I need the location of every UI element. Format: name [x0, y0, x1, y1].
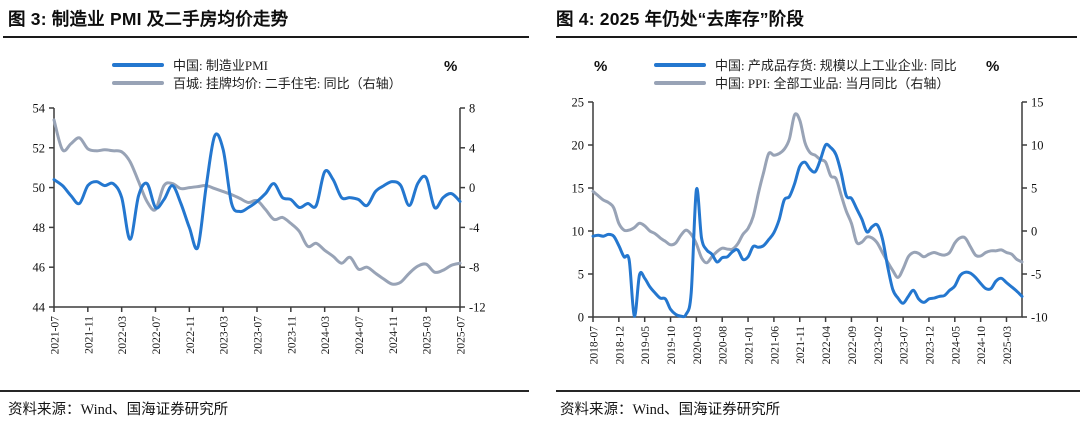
x-axis-tick-label: 2019-10: [666, 326, 678, 365]
x-axis-tick-label: 2025-03: [422, 316, 434, 355]
right-axis-tick-label: -8: [469, 261, 479, 275]
figure-3-title: 图 3: 制造业 PMI 及二手房均价走势: [8, 9, 289, 29]
legend-label: 中国: 制造业PMI: [173, 58, 268, 73]
figure-4-section: 图 4: 2025 年仍处“去库存”阶段 0 5 10 15 20 25 -10 -5 0 5 10…: [540, 0, 1080, 429]
axis-frame: [53, 108, 461, 308]
x-axis-tick-label: 2023-07: [253, 316, 265, 355]
x-axis-tick-label: 2025-07: [456, 316, 468, 355]
figure-3-legend: 中国: 制造业PMI 百城: 挂牌均价: 二手住宅: 同比（右轴）: [112, 56, 402, 91]
legend-label: 中国: 产成品存货: 规模以上工业企业: 同比: [715, 58, 957, 73]
housing-price-line-swatch: [112, 80, 164, 85]
x-axis-tick-label: 2022-09: [847, 326, 859, 365]
legend-label: 百城: 挂牌均价: 二手住宅: 同比（右轴）: [173, 76, 402, 91]
figure-3-section: 图 3: 制造业 PMI 及二手房均价走势 44 46 48 50 52 54 -12 -8-…: [0, 9, 529, 418]
left-axis-tick-label: 25: [572, 96, 585, 110]
x-axis-tick-label: 2025-03: [1002, 326, 1014, 365]
left-axis-tick-label: 48: [33, 221, 46, 235]
right-axis-unit-label: %: [986, 58, 1000, 75]
figure-3-bottom-rule: [0, 390, 529, 392]
figure-4-legend: 中国: 产成品存货: 规模以上工业企业: 同比 中国: PPI: 全部工业品: …: [654, 56, 957, 91]
x-axis-tick-label: 2022-07: [151, 316, 163, 355]
right-axis-tick-label: 4: [469, 141, 476, 155]
left-axis-tick-label: 44: [33, 301, 46, 315]
figure-4-source: 资料来源：Wind、国海证券研究所: [560, 402, 781, 418]
left-axis-tick-label: 52: [33, 141, 46, 155]
ppi-line-swatch: [654, 80, 706, 85]
x-axis-tick-label: 2023-02: [873, 326, 885, 365]
x-axis-tick-label: 2023-07: [899, 326, 911, 365]
x-axis-tick-label: 2018-07: [589, 326, 601, 365]
x-axis-tick-label: 2021-06: [769, 326, 781, 365]
right-axis-tick-label: 10: [1031, 139, 1044, 153]
x-axis-tick-label: 2018-12: [614, 326, 626, 365]
left-axis-tick-label: 5: [578, 268, 584, 282]
right-axis-tick-label: 8: [469, 102, 475, 116]
left-axis-tick-label: 10: [572, 225, 585, 239]
x-axis-tick-label: 2023-03: [219, 316, 231, 355]
x-axis-tick-label: 2021-11: [795, 326, 807, 364]
x-axis-tick-label: 2019-05: [640, 326, 652, 365]
right-axis-tick-label: -5: [1031, 268, 1041, 282]
right-axis-tick-label: 5: [1031, 182, 1037, 196]
inventory-ppi-chart: 0 5 10 15 20 25 -10 -5 0 5 10 15 2018-07 2018-12 2019-…: [572, 96, 1048, 365]
legend-item: 中国: PPI: 全部工业品: 当月同比（右轴）: [654, 74, 957, 91]
axis-frame: [592, 102, 1023, 318]
figure-3-source: 资料来源：Wind、国海证券研究所: [8, 402, 229, 418]
x-axis-tick-label: 2022-04: [821, 326, 833, 365]
figure-4-bottom-rule: [556, 390, 1080, 392]
right-axis-tick-label: 0: [1031, 225, 1037, 239]
x-axis-tick-label: 2021-07: [50, 316, 62, 355]
x-axis-tick-label: 2020-08: [718, 326, 730, 365]
x-axis-tick-label: 2020-03: [692, 326, 704, 365]
x-axis-tick-label: 2024-07: [354, 316, 366, 355]
right-axis-tick-label: 15: [1031, 96, 1044, 110]
left-axis-tick-label: 50: [33, 181, 46, 195]
left-axis-unit-label: %: [594, 58, 608, 75]
legend-item: 中国: 产成品存货: 规模以上工业企业: 同比: [654, 56, 957, 73]
left-axis-tick-label: 0: [578, 311, 584, 325]
right-axis-tick-label: -12: [469, 301, 486, 315]
legend-item: 中国: 制造业PMI: [112, 56, 402, 73]
left-axis-tick-label: 54: [33, 102, 46, 116]
legend-label: 中国: PPI: 全部工业品: 当月同比（右轴）: [715, 76, 950, 91]
x-axis-tick-label: 2021-01: [744, 326, 756, 365]
series-line-secondary: [591, 112, 1024, 279]
legend-item: 百城: 挂牌均价: 二手住宅: 同比（右轴）: [112, 74, 402, 91]
x-axis-tick-label: 2023-11: [286, 316, 298, 354]
left-axis-tick-label: 15: [572, 182, 585, 196]
x-axis-tick-label: 2024-03: [320, 316, 332, 355]
figure-4-title: 图 4: 2025 年仍处“去库存”阶段: [556, 9, 805, 29]
figure-3-title-rule: [3, 36, 529, 38]
series-line-primary: [591, 142, 1024, 319]
x-axis-tick-label: 2021-11: [83, 316, 95, 354]
series-line-primary: [52, 132, 462, 251]
figure-4-title-rule: [556, 36, 1077, 38]
x-axis-tick-label: 2024-10: [976, 326, 988, 365]
x-axis-tick-label: 2022-11: [185, 316, 197, 354]
x-axis-tick-label: 2023-12: [924, 326, 936, 365]
x-axis-tick-label: 2024-11: [388, 316, 400, 354]
x-axis-tick-label: 2022-03: [117, 316, 129, 355]
left-axis-tick-label: 46: [33, 261, 46, 275]
inventory-line-swatch: [654, 62, 706, 67]
left-axis-tick-label: 20: [572, 139, 585, 153]
right-axis-tick-label: -10: [1031, 311, 1048, 325]
x-axis-tick-label: 2024-05: [950, 326, 962, 365]
right-axis-unit-label: %: [444, 58, 458, 75]
right-axis-tick-label: 0: [469, 181, 475, 195]
pmi-line-swatch: [112, 62, 164, 67]
right-axis-tick-label: -4: [469, 221, 480, 235]
